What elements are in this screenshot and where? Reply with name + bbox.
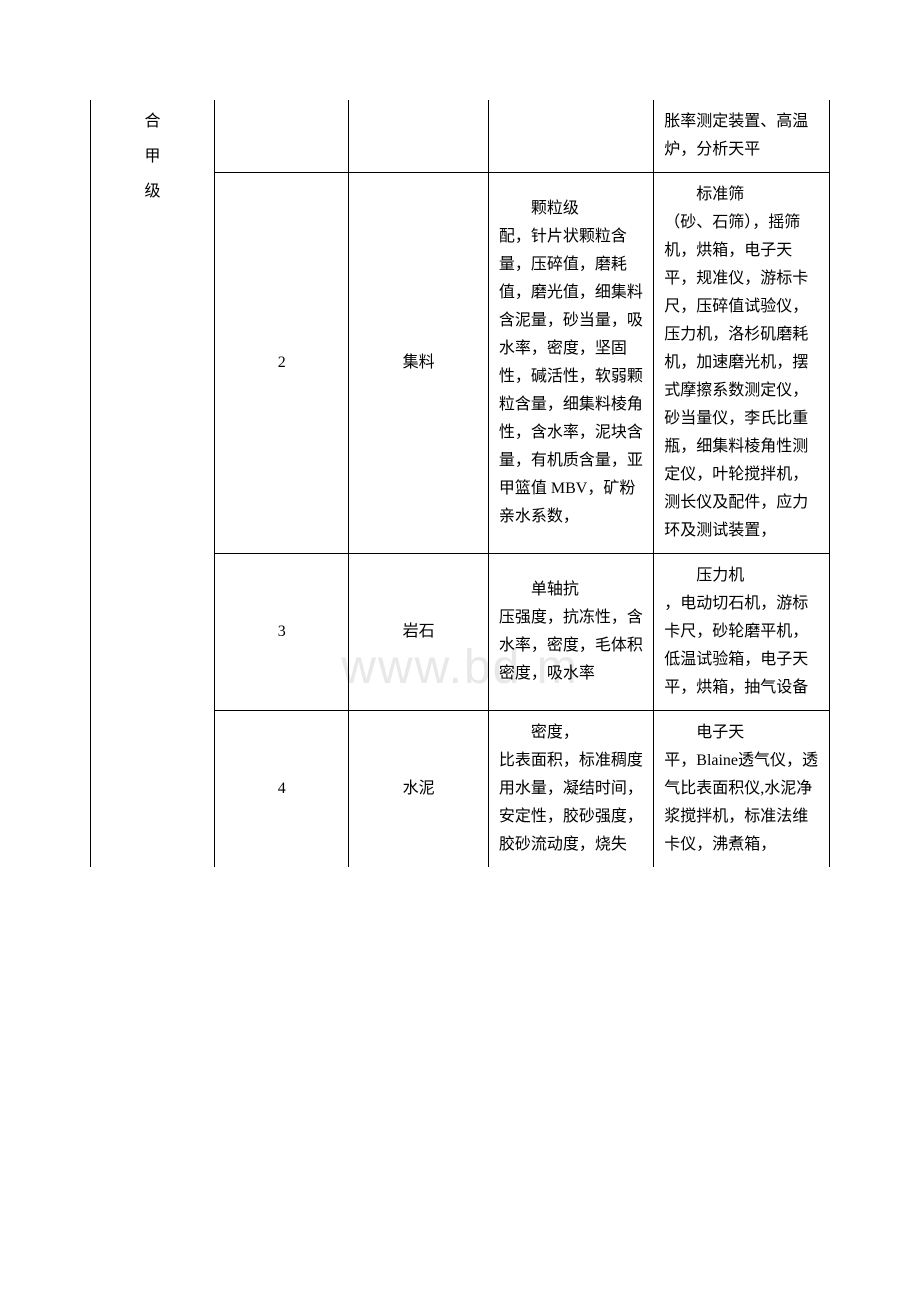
- equip-cell: 电子天平，Blaine透气仪，透气比表面积仪,水泥净浆搅拌机，标准法维卡仪，沸煮…: [654, 711, 830, 868]
- name-cell: 水泥: [349, 711, 489, 868]
- params-first: 密度，: [499, 719, 643, 747]
- equip-text: ，电动切石机，游标卡尺，砂轮磨平机，低温试验箱，电子天平，烘箱，抽气设备: [664, 595, 808, 696]
- params-cell: 颗粒级配，针片状颗粒含量，压碎值，磨耗值，磨光值，细集料含泥量，砂当量，吸水率，…: [488, 173, 653, 554]
- num-cell: 2: [215, 173, 349, 554]
- num-cell: [215, 100, 349, 173]
- equip-cell: 胀率测定装置、高温炉，分析天平: [654, 100, 830, 173]
- params-first: 颗粒级: [499, 195, 643, 223]
- equip-text: 平，Blaine透气仪，透气比表面积仪,水泥净浆搅拌机，标准法维卡仪，沸煮箱，: [664, 752, 818, 853]
- equip-text: （砂、石筛），摇筛机，烘箱，电子天平，规准仪，游标卡尺，压碎值试验仪，压力机，洛…: [664, 214, 808, 539]
- equip-first: 电子天: [664, 719, 819, 747]
- equip-first: 压力机: [664, 562, 819, 590]
- equip-cell: 压力机 ，电动切石机，游标卡尺，砂轮磨平机，低温试验箱，电子天平，烘箱，抽气设备: [654, 554, 830, 711]
- params-text: 压强度，抗冻性，含水率，密度，毛体积密度，吸水率: [499, 609, 643, 682]
- num-cell: 4: [215, 711, 349, 868]
- params-text: 配，针片状颗粒含量，压碎值，磨耗值，磨光值，细集料含泥量，砂当量，吸水率，密度，…: [499, 228, 643, 525]
- equip-first: 标准筛: [664, 181, 819, 209]
- params-cell: 密度， 比表面积，标准稠度用水量，凝结时间，安定性，胶砂强度，胶砂流动度，烧失: [488, 711, 653, 868]
- equip-cell: 标准筛 （砂、石筛），摇筛机，烘箱，电子天平，规准仪，游标卡尺，压碎值试验仪，压力…: [654, 173, 830, 554]
- params-text: 比表面积，标准稠度用水量，凝结时间，安定性，胶砂强度，胶砂流动度，烧失: [499, 752, 643, 853]
- params-cell: 单轴抗压强度，抗冻性，含水率，密度，毛体积密度，吸水率: [488, 554, 653, 711]
- label-cell: 合 甲 级: [91, 100, 215, 867]
- name-cell: 岩石: [349, 554, 489, 711]
- num-cell: 3: [215, 554, 349, 711]
- main-table: 合 甲 级 胀率测定装置、高温炉，分析天平 2 集料 颗粒级配，针片状颗粒含量，…: [90, 100, 830, 867]
- name-cell: 集料: [349, 173, 489, 554]
- params-cell: [488, 100, 653, 173]
- params-first: 单轴抗: [499, 576, 643, 604]
- label-text-1: 合 甲 级: [145, 113, 161, 200]
- equip-text: 胀率测定装置、高温炉，分析天平: [664, 113, 808, 158]
- table-row: 合 甲 级 胀率测定装置、高温炉，分析天平: [91, 100, 830, 173]
- name-cell: [349, 100, 489, 173]
